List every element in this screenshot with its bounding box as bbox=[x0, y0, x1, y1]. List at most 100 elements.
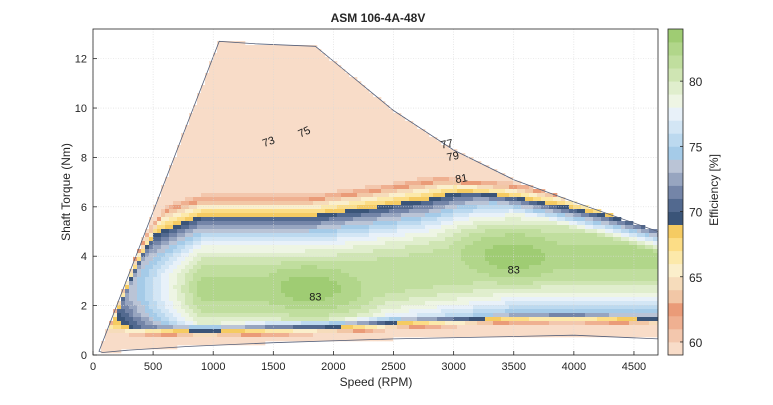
efficiency-cell bbox=[129, 333, 134, 338]
efficiency-cell bbox=[429, 141, 434, 146]
efficiency-cell bbox=[197, 269, 202, 274]
efficiency-cell bbox=[217, 93, 222, 98]
efficiency-cell bbox=[305, 337, 310, 342]
efficiency-cell bbox=[349, 249, 354, 254]
efficiency-cell bbox=[173, 333, 178, 338]
efficiency-cell bbox=[345, 273, 350, 278]
efficiency-cell bbox=[417, 329, 422, 334]
efficiency-cell bbox=[429, 193, 434, 198]
efficiency-cell bbox=[209, 169, 214, 174]
efficiency-cell bbox=[261, 117, 266, 122]
efficiency-cell bbox=[305, 149, 310, 154]
efficiency-cell bbox=[237, 261, 242, 266]
efficiency-cell bbox=[341, 249, 346, 254]
efficiency-cell bbox=[421, 165, 426, 170]
efficiency-cell bbox=[365, 205, 370, 210]
efficiency-cell bbox=[317, 117, 322, 122]
efficiency-cell bbox=[345, 201, 350, 206]
efficiency-cell bbox=[249, 57, 254, 62]
efficiency-cell bbox=[157, 305, 162, 310]
efficiency-cell bbox=[297, 101, 302, 106]
efficiency-cell bbox=[373, 105, 378, 110]
efficiency-cell bbox=[393, 137, 398, 142]
efficiency-cell bbox=[381, 205, 386, 210]
efficiency-cell bbox=[177, 289, 182, 294]
efficiency-cell bbox=[265, 313, 270, 318]
efficiency-cell bbox=[281, 97, 286, 102]
efficiency-cell bbox=[425, 289, 430, 294]
efficiency-cell bbox=[197, 105, 202, 110]
efficiency-cell bbox=[337, 65, 342, 70]
efficiency-cell bbox=[337, 145, 342, 150]
efficiency-cell bbox=[177, 185, 182, 190]
efficiency-cell bbox=[393, 273, 398, 278]
efficiency-cell bbox=[241, 209, 246, 214]
efficiency-cell bbox=[373, 129, 378, 134]
efficiency-cell bbox=[445, 165, 450, 170]
efficiency-cell bbox=[437, 265, 442, 270]
efficiency-cell bbox=[217, 237, 222, 242]
efficiency-cell bbox=[309, 185, 314, 190]
efficiency-cell bbox=[405, 177, 410, 182]
efficiency-cell bbox=[365, 225, 370, 230]
efficiency-cell bbox=[117, 329, 122, 334]
efficiency-cell bbox=[233, 137, 238, 142]
efficiency-cell bbox=[317, 113, 322, 118]
efficiency-cell bbox=[293, 313, 298, 318]
efficiency-cell bbox=[365, 301, 370, 306]
efficiency-cell bbox=[273, 277, 278, 282]
efficiency-cell bbox=[277, 137, 282, 142]
efficiency-cell bbox=[321, 257, 326, 262]
efficiency-cell bbox=[361, 301, 366, 306]
efficiency-cell bbox=[381, 233, 386, 238]
efficiency-cell bbox=[241, 49, 246, 54]
efficiency-cell bbox=[197, 209, 202, 214]
efficiency-cell bbox=[309, 285, 314, 290]
efficiency-cell bbox=[405, 317, 410, 322]
efficiency-cell bbox=[273, 65, 278, 70]
efficiency-cell bbox=[137, 341, 142, 346]
efficiency-cell bbox=[121, 345, 126, 350]
efficiency-cell bbox=[393, 333, 398, 338]
efficiency-cell bbox=[405, 153, 410, 158]
efficiency-cell bbox=[281, 229, 286, 234]
efficiency-cell bbox=[297, 321, 302, 326]
efficiency-cell bbox=[385, 209, 390, 214]
efficiency-cell bbox=[269, 305, 274, 310]
efficiency-cell bbox=[377, 241, 382, 246]
efficiency-cell bbox=[213, 313, 218, 318]
efficiency-cell bbox=[397, 273, 402, 278]
efficiency-cell bbox=[237, 229, 242, 234]
efficiency-cell bbox=[421, 189, 426, 194]
efficiency-cell bbox=[257, 225, 262, 230]
efficiency-cell bbox=[377, 213, 382, 218]
efficiency-cell bbox=[449, 333, 454, 338]
efficiency-cell bbox=[289, 65, 294, 70]
efficiency-cell bbox=[241, 205, 246, 210]
efficiency-cell bbox=[233, 329, 238, 334]
efficiency-cell bbox=[433, 313, 438, 318]
efficiency-cell bbox=[217, 65, 222, 70]
efficiency-cell bbox=[397, 145, 402, 150]
efficiency-cell bbox=[349, 165, 354, 170]
efficiency-cell bbox=[397, 257, 402, 262]
efficiency-cell bbox=[149, 237, 154, 242]
efficiency-cell bbox=[421, 301, 426, 306]
efficiency-cell bbox=[393, 221, 398, 226]
efficiency-cell bbox=[269, 153, 274, 158]
efficiency-cell bbox=[441, 329, 446, 334]
efficiency-cell bbox=[385, 205, 390, 210]
efficiency-cell bbox=[261, 49, 266, 54]
efficiency-cell bbox=[201, 193, 206, 198]
efficiency-cell bbox=[349, 277, 354, 282]
efficiency-cell bbox=[405, 329, 410, 334]
efficiency-cell bbox=[389, 225, 394, 230]
efficiency-cell bbox=[245, 277, 250, 282]
efficiency-cell bbox=[413, 209, 418, 214]
efficiency-cell bbox=[281, 113, 286, 118]
efficiency-cell bbox=[425, 209, 430, 214]
efficiency-cell bbox=[201, 101, 206, 106]
efficiency-cell bbox=[405, 297, 410, 302]
efficiency-cell bbox=[329, 321, 334, 326]
efficiency-cell bbox=[417, 205, 422, 210]
